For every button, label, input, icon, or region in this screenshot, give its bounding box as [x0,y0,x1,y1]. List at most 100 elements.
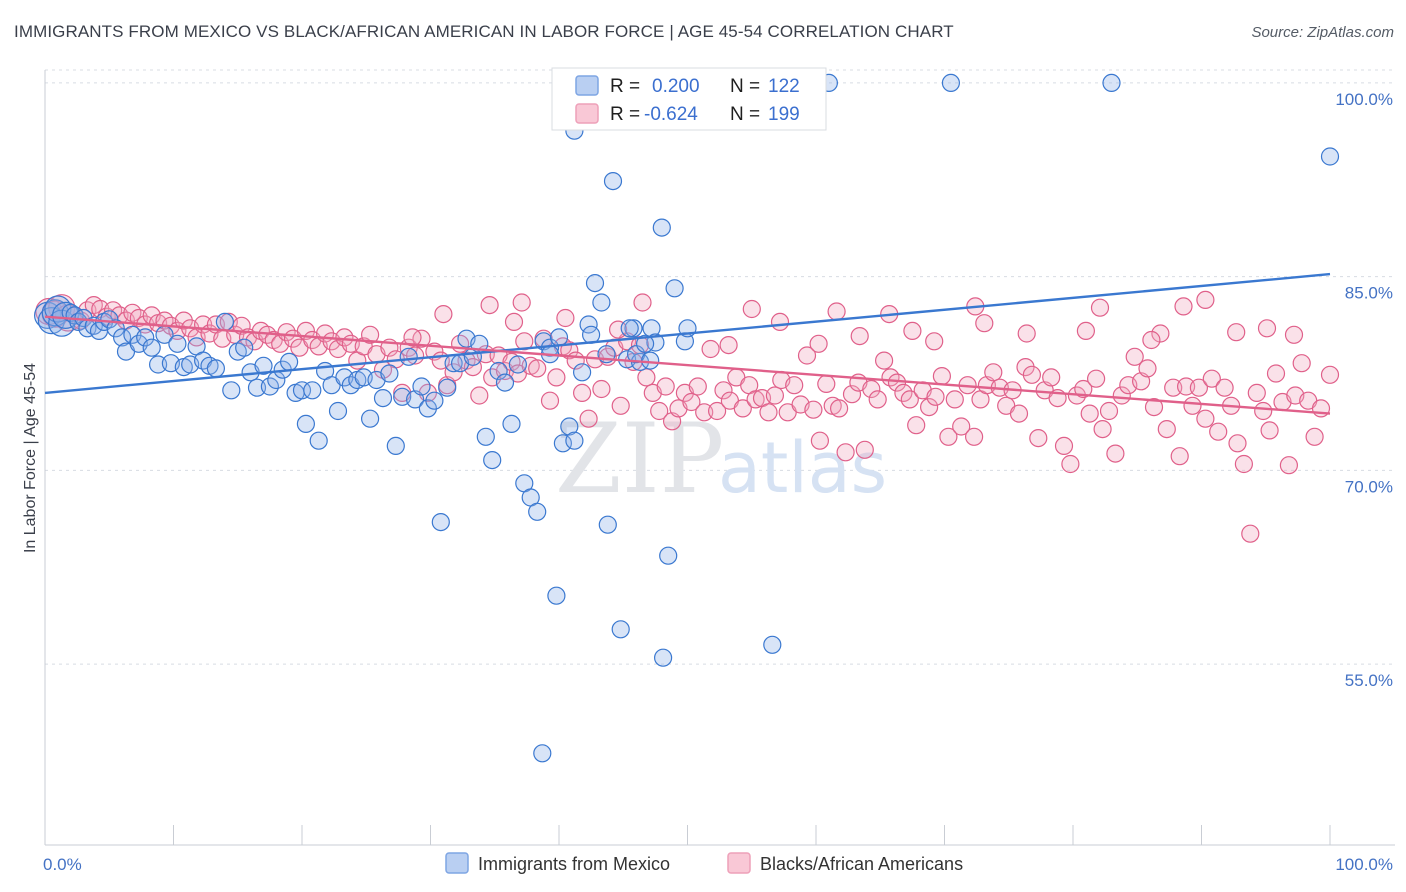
blacks-point-185 [1228,434,1247,453]
blacks-point-133 [894,383,913,402]
blacks-point-215 [903,321,922,340]
mexico-trend-line [44,272,1331,395]
mexico-point-101 [665,279,684,298]
mexico-point-38 [254,356,273,375]
mexico-point-109 [620,319,639,338]
blacks-point-199 [1320,365,1340,384]
blacks-point-67 [470,386,489,405]
blacks-point-138 [926,387,945,406]
axes [44,70,1395,846]
blacks-point-195 [1292,354,1311,373]
blacks-point-200 [403,328,422,347]
blacks-point-100 [682,392,701,412]
series-mexico-points [33,73,1340,763]
blacks-point-171 [1138,359,1157,378]
blacks-point-142 [952,417,971,436]
mexico-point-76 [495,373,515,392]
blacks-point-81 [560,341,579,360]
mexico-point-94 [611,620,630,639]
series-legend: Immigrants from Mexico Blacks/African Am… [445,852,963,874]
mexico-point-105 [533,744,552,763]
mexico-point-90 [585,274,605,293]
mexico-point-123 [1320,147,1340,166]
blacks-point-134 [900,390,919,409]
blacks-point-193 [1279,456,1299,475]
mexico-point-112 [641,351,660,370]
blacks-point-78 [540,391,560,410]
blacks-point-124 [836,443,855,462]
mexico-point-32 [215,312,234,331]
legend-swatch-blacks [727,852,751,874]
blacks-point-219 [1017,324,1036,343]
legend-swatch-pink [575,103,599,124]
y-tick-label-85: 85.0% [1345,284,1393,303]
source-credit: Source: ZipAtlas.com [1251,24,1394,41]
legend-r-label-blue: R = [610,76,640,97]
blacks-point-172 [1144,398,1164,417]
blacks-point-139 [932,367,952,386]
blacks-point-208 [719,336,738,355]
legend-swatch-mexico [445,852,469,874]
mexico-point-37 [247,378,267,397]
blacks-point-102 [695,403,714,422]
blacks-point-187 [1241,524,1260,543]
mexico-point-85 [553,434,573,453]
blacks-point-76 [528,359,547,378]
blacks-point-93 [637,368,656,387]
blacks-point-79 [547,368,566,387]
blacks-point-135 [907,416,926,435]
mexico-point-81 [528,502,547,521]
mexico-point-121 [941,73,961,93]
blacks-point-201 [434,305,453,324]
blacks-point-202 [480,296,499,315]
mexico-point-59 [386,436,405,455]
blacks-point-165 [1099,401,1119,421]
mexico-point-66 [431,512,450,532]
mexico-point-91 [592,293,611,312]
mexico-point-25 [168,334,187,353]
y-axis-label: In Labor Force | Age 45-54 [22,363,39,553]
blacks-point-105 [714,381,733,400]
blacks-point-118 [797,346,817,365]
blacks-point-226 [1257,319,1277,338]
blacks-point-221 [1090,298,1110,317]
mexico-point-55 [361,409,380,428]
blacks-point-225 [1227,323,1246,342]
watermark-zip: ZIP [555,403,724,515]
blacks-point-163 [1086,369,1106,388]
legend-label-blacks: Blacks/African Americans [760,854,963,874]
blacks-point-161 [1074,379,1093,399]
mexico-point-113 [659,546,678,565]
blacks-point-191 [1266,364,1286,383]
mexico-point-77 [502,414,521,433]
x-tick-label-end: 100.0% [1335,855,1393,874]
blacks-point-167 [1112,386,1131,405]
blacks-point-213 [850,327,869,346]
blacks-point-110 [746,390,765,409]
blacks-point-181 [1202,369,1221,388]
mexico-point-31 [206,359,225,378]
mexico-point-57 [373,389,393,408]
blacks-point-179 [1189,378,1209,397]
blacks-point-86 [592,379,611,399]
blacks-point-74 [515,332,534,351]
tick-labels: 55.0% 70.0% 85.0% 100.0% 0.0% 100.0% [43,90,1393,874]
blacks-point-222 [1142,330,1161,350]
trend-lines [44,272,1331,415]
mexico-point-100 [652,218,671,237]
legend-swatch-blue [575,75,599,96]
mexico-point-111 [635,334,655,353]
blacks-point-153 [1022,365,1042,384]
blacks-point-174 [1157,420,1176,439]
blacks-point-95 [650,401,669,421]
mexico-point-122 [1102,73,1121,93]
mexico-point-16 [112,328,132,347]
blacks-point-104 [707,401,727,421]
blacks-point-212 [827,302,846,321]
blacks-point-205 [556,308,575,328]
watermark-atlas: atlas [718,427,887,509]
blacks-point-216 [925,332,944,351]
mexico-point-46 [303,381,322,400]
mexico-point-78 [508,355,528,374]
